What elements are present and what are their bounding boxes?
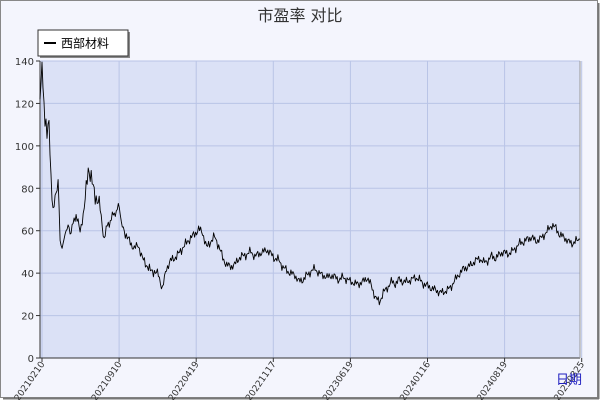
chart-title: 市盈率 对比 (257, 6, 342, 25)
y-tick-label: 80 (21, 184, 34, 195)
y-tick-label: 20 (21, 312, 34, 323)
series-line-xibu-cailiao (39, 61, 581, 306)
legend: 西部材料 (37, 29, 130, 58)
y-tick-label: 120 (15, 99, 34, 110)
y-tick-label: 40 (21, 269, 34, 280)
x-axis-corner-label: 日期 (556, 373, 582, 388)
legend-entry-label: 西部材料 (61, 36, 109, 51)
y-tick-label: 140 (15, 57, 34, 68)
series-layer (39, 61, 581, 306)
y-tick-label: 0 (28, 354, 34, 365)
plot-area (40, 61, 580, 358)
y-tick-label: 100 (15, 142, 34, 153)
grid-layer (40, 60, 583, 359)
y-tick-label: 60 (21, 227, 34, 238)
